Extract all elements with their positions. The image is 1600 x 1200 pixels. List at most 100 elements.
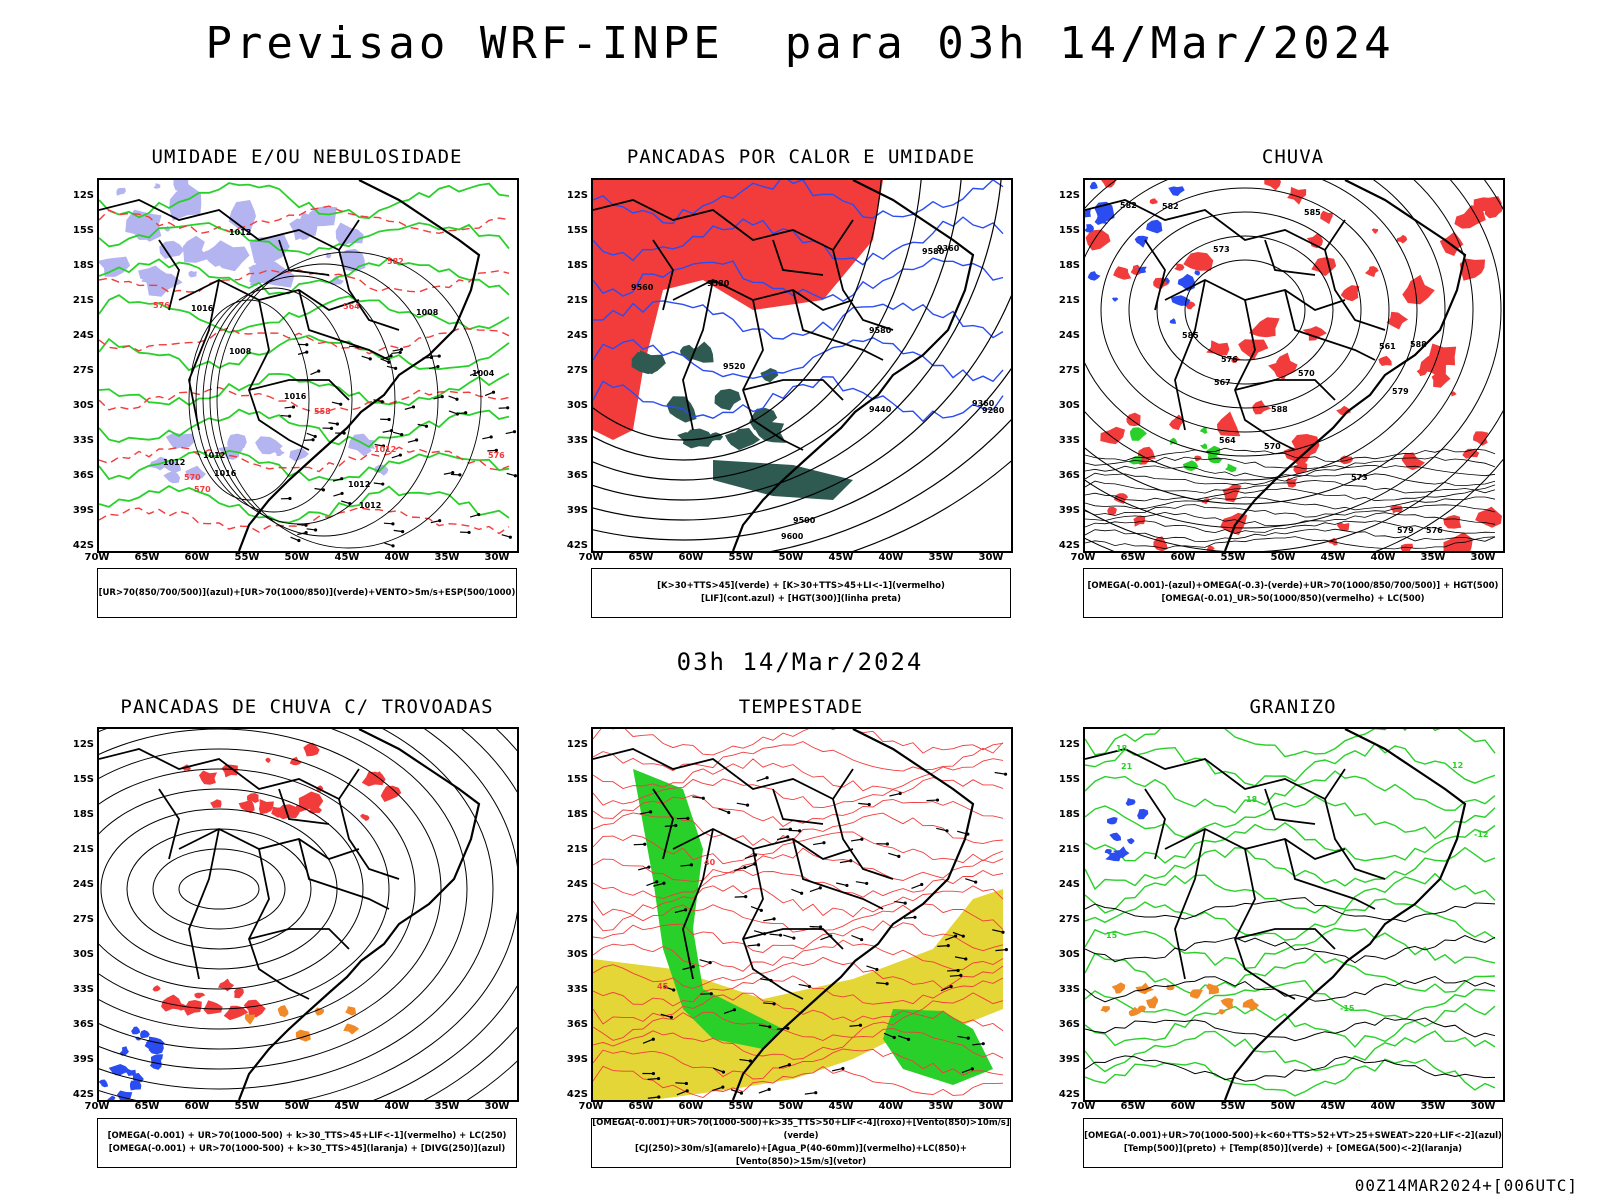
thunder-shower-area <box>238 798 255 814</box>
omega-strong-area <box>1200 426 1208 434</box>
contour-label: 576 <box>1426 526 1443 535</box>
contour-label: 1004 <box>472 369 495 378</box>
longitude-label: 65W <box>628 552 654 563</box>
wind-vector-head <box>512 430 517 434</box>
hgt300-contour <box>593 295 1011 521</box>
wind-vector-head <box>961 934 965 938</box>
coastline <box>731 729 975 1100</box>
wind-vector <box>699 959 711 964</box>
latitude-label: 33S <box>72 435 94 446</box>
contour-label: 9580 <box>922 247 945 256</box>
wind-vector <box>851 934 862 941</box>
wind-vector-head <box>311 438 315 442</box>
rain-area <box>1336 522 1350 532</box>
hgt500-contour <box>1085 180 1446 481</box>
coastline <box>731 180 975 551</box>
instability-area <box>666 396 697 423</box>
state-border <box>593 748 854 801</box>
omega500-area <box>1220 998 1234 1010</box>
wind-vector-head <box>845 883 849 888</box>
wind-vector-head <box>727 810 731 815</box>
temp500-contour <box>1085 1017 1496 1042</box>
state-border <box>652 788 674 860</box>
state-border <box>792 838 884 910</box>
temp500-contour <box>1085 935 1496 964</box>
latitude-label: 27S <box>72 914 94 925</box>
temp850-contour <box>1085 846 1496 891</box>
wind-vector-head <box>391 522 395 526</box>
longitude-label: 45W <box>334 1101 360 1112</box>
wind-vector-head <box>732 1008 737 1012</box>
wind-vector-head <box>313 434 317 439</box>
longitude-label: 70W <box>84 1101 110 1112</box>
isobar <box>202 275 396 525</box>
thunder-shower-area <box>361 771 386 787</box>
thunder-shower-area <box>161 994 182 1012</box>
latitude-label: 24S <box>566 330 588 341</box>
wind-vector-head <box>913 915 917 919</box>
rain-area <box>1443 532 1473 551</box>
longitude-label: 30W <box>484 552 510 563</box>
panel-title: UMIDADE E/OU NEBULOSIDADE <box>151 146 463 168</box>
latitude-label: 39S <box>72 1054 94 1065</box>
wind-vector-head <box>414 438 419 442</box>
thickness-contour <box>99 506 510 535</box>
wind-vector-head <box>317 369 321 373</box>
precipitable-water-contour <box>593 956 1004 990</box>
wind-vector-head <box>974 880 978 884</box>
humidity-1000-contour <box>99 334 510 372</box>
contour-label: 1012 <box>203 451 225 460</box>
state-border <box>298 289 390 361</box>
wind-vector <box>849 1024 861 1027</box>
streamline <box>1085 447 1496 462</box>
wind-vector-head <box>787 1063 792 1067</box>
thunder-shower-area <box>258 799 274 815</box>
wind-vector <box>855 881 867 885</box>
wind-vector <box>758 1088 770 1094</box>
latitude-label: 33S <box>72 984 94 995</box>
contour-label: 9520 <box>723 362 746 371</box>
coastline <box>237 729 481 1100</box>
isobar <box>188 299 310 501</box>
state-border <box>248 848 310 1000</box>
state-border <box>248 379 350 401</box>
wind-vector-head <box>885 982 889 986</box>
omega-area <box>1112 297 1119 302</box>
longitude-label: 70W <box>1070 1101 1096 1112</box>
wind-vector-head <box>437 354 441 358</box>
state-border <box>652 239 674 311</box>
state-border <box>1284 838 1376 910</box>
wind-vector-head <box>381 482 385 486</box>
unstable-area <box>593 180 883 440</box>
contour-label: 579 <box>1397 526 1414 535</box>
precipitable-water-contour <box>593 939 1004 972</box>
wind-vector-head <box>875 967 879 972</box>
wind-vector <box>718 808 729 814</box>
wind-vector-head <box>340 491 344 496</box>
wind-vector <box>736 802 748 806</box>
wind-vector <box>839 860 851 864</box>
wind-vector-head <box>672 988 676 992</box>
hail-area <box>1107 817 1118 825</box>
humidity-1000-contour <box>99 484 510 524</box>
latitude-label: 30S <box>566 400 588 411</box>
state-border <box>278 788 330 825</box>
panel-legend: [OMEGA(-0.001) + UR>70(1000-500) + k>30_… <box>97 1118 517 1168</box>
rain-area <box>1268 362 1294 380</box>
omega-area <box>1194 270 1200 276</box>
omega500-area <box>1128 1006 1142 1017</box>
streamline-250 <box>178 868 260 910</box>
wind-vector-head <box>798 829 802 833</box>
temp850-contour <box>1085 952 1496 996</box>
omega-area <box>1168 186 1185 196</box>
longitude-label: 50W <box>284 552 310 563</box>
latitude-label: 18S <box>1058 809 1080 820</box>
thickness-contour <box>99 386 510 413</box>
wind-vector <box>778 1064 790 1069</box>
longitude-label: 30W <box>978 552 1004 563</box>
longitude-label: 35W <box>928 1101 954 1112</box>
streamline-250 <box>99 788 364 990</box>
omega-area <box>1169 318 1177 324</box>
precipitable-water-contour <box>593 885 1004 918</box>
legend-line: [OMEGA(-0.001)-(azul)+OMEGA(-0.3)-(verde… <box>1087 581 1499 591</box>
